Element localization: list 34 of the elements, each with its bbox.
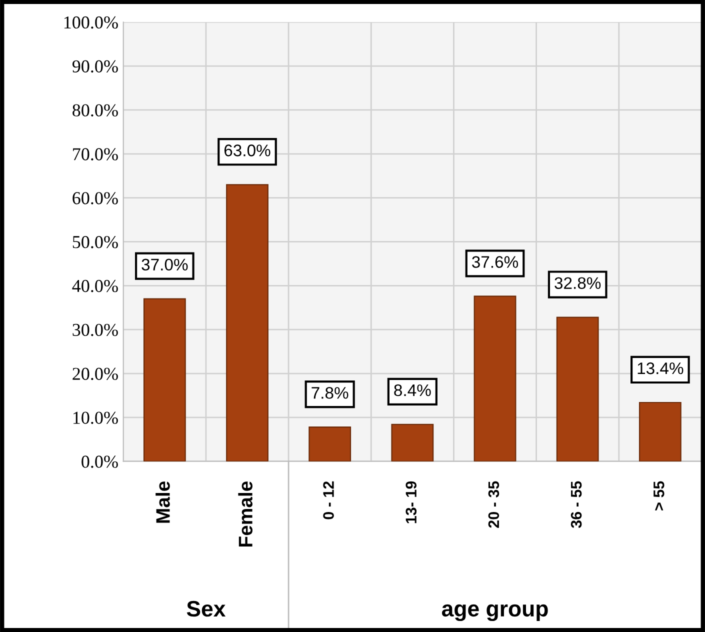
data-label: 32.8% [554,277,601,289]
bar [556,316,599,462]
data-label: 37.0% [142,258,188,271]
y-tick-label: 70.0% [73,148,118,160]
data-label: 37.6% [472,256,518,268]
x-tick-label: 36 - 55 [570,481,582,528]
data-label: 8.4% [394,384,431,396]
x-tick-label: Female [238,481,252,547]
y-tick-label: 90.0% [72,60,118,73]
x-tick-label: 13- 19 [406,481,417,524]
data-label: 63.0% [224,144,270,156]
y-tick-label: 100.0% [64,16,118,29]
text: Sex [186,600,226,617]
x-tick-label: Male [156,481,170,523]
y-tick-label: 40.0% [72,280,118,292]
x-tick-label: > 55 [654,481,664,510]
x-tick-label: 20 - 35 [488,481,500,528]
y-tick-label: 30.0% [72,324,118,336]
bar [308,426,352,462]
bar [226,184,268,462]
text: age group [442,604,548,622]
y-tick-label: 10.0% [73,412,118,424]
y-tick-label: 20.0% [72,368,118,380]
y-tick-label: 60.0% [72,192,118,204]
data-label: 7.8% [312,387,348,399]
bar [143,298,186,462]
x-tick-label: 0 - 12 [323,481,334,520]
bar [474,296,516,462]
y-tick-label: 0.0% [82,456,118,468]
y-tick-label: 80.0% [72,104,118,116]
y-tick-label: 50.0% [72,236,118,248]
bar [391,424,434,462]
data-label: 13.4% [638,362,684,374]
bar [638,402,682,462]
